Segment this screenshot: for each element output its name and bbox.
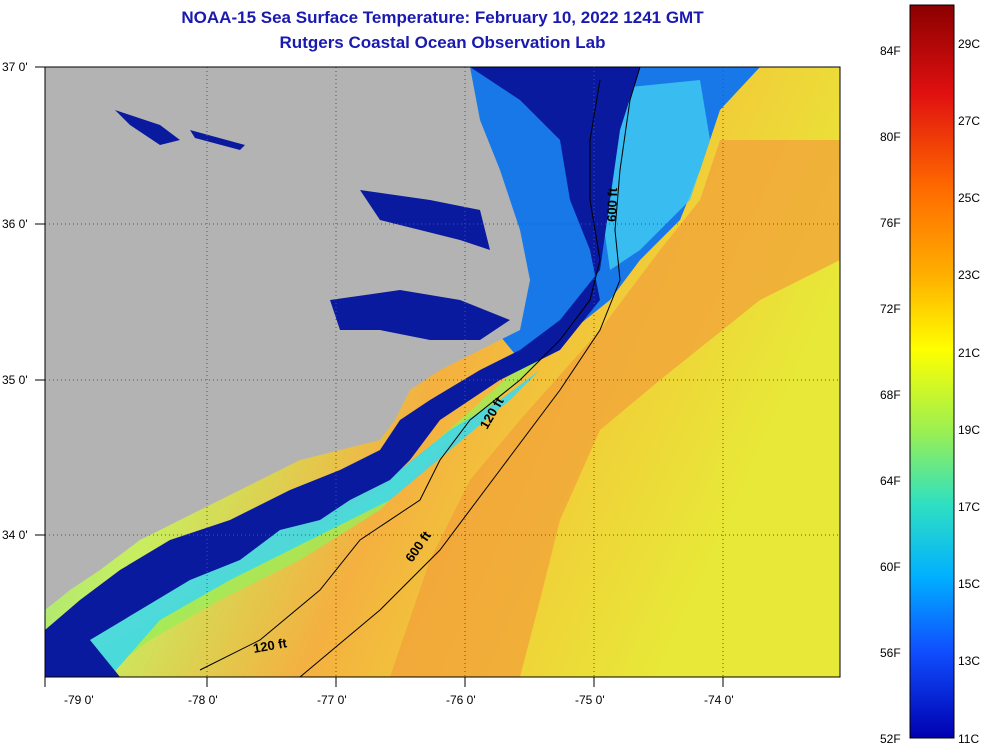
fahrenheit-label: 76F: [880, 216, 901, 230]
fahrenheit-label: 56F: [880, 646, 901, 660]
celsius-label: 15C: [958, 577, 980, 591]
fahrenheit-label: 68F: [880, 388, 901, 402]
celsius-label: 17C: [958, 500, 980, 514]
latitude-label: 37 0': [2, 60, 28, 74]
contour-120ft: [199, 79, 601, 671]
celsius-label: 25C: [958, 191, 980, 205]
longitude-label: -77 0': [317, 693, 347, 707]
fahrenheit-label: 64F: [880, 474, 901, 488]
map-frame: [44, 66, 841, 678]
longitude-label: -78 0': [188, 693, 218, 707]
longitude-label: -76 0': [446, 693, 476, 707]
colorbar-fahrenheit-scale: 84F 80F 76F 72F 68F 64F 60F 56F 52F: [880, 44, 901, 746]
northern-cyan-water: [600, 80, 710, 270]
celsius-label: 13C: [958, 654, 980, 668]
colorbar: [909, 4, 955, 739]
celsius-label: 19C: [958, 423, 980, 437]
kerr-lake: [190, 130, 245, 150]
contour-label: 600 ft: [604, 187, 620, 222]
celsius-label: 23C: [958, 268, 980, 282]
graticule: [45, 67, 840, 677]
contour-label: 120 ft: [252, 635, 289, 656]
celsius-label: 11C: [958, 732, 979, 746]
latitude-label: 36 0': [2, 217, 28, 231]
gulf-stream-band: [390, 140, 840, 677]
lake-gaston: [115, 110, 180, 145]
axis-ticks: [35, 66, 724, 687]
contour-600ft: [299, 67, 641, 677]
longitude-label: -74 0': [704, 693, 734, 707]
celsius-label: 29C: [958, 37, 980, 51]
fahrenheit-label: 52F: [880, 732, 901, 746]
celsius-label: 27C: [958, 114, 980, 128]
chart-title: NOAA-15 Sea Surface Temperature: Februar…: [181, 8, 704, 27]
fahrenheit-label: 60F: [880, 560, 901, 574]
longitude-label: -79 0': [64, 693, 94, 707]
longitude-label: -75 0': [575, 693, 605, 707]
celsius-label: 21C: [958, 346, 980, 360]
colorbar-celsius-scale: 29C 27C 25C 23C 21C 19C 17C 15C 13C 11C: [958, 37, 980, 746]
latitude-label: 34 0': [2, 528, 28, 542]
latitude-label: 35 0': [2, 373, 28, 387]
sound-waters: [45, 67, 640, 677]
fahrenheit-label: 72F: [880, 302, 901, 316]
fahrenheit-label: 84F: [880, 44, 901, 58]
albemarle-sound: [360, 190, 490, 250]
chart-subtitle: Rutgers Coastal Ocean Observation Lab: [279, 33, 606, 52]
fahrenheit-label: 80F: [880, 130, 901, 144]
